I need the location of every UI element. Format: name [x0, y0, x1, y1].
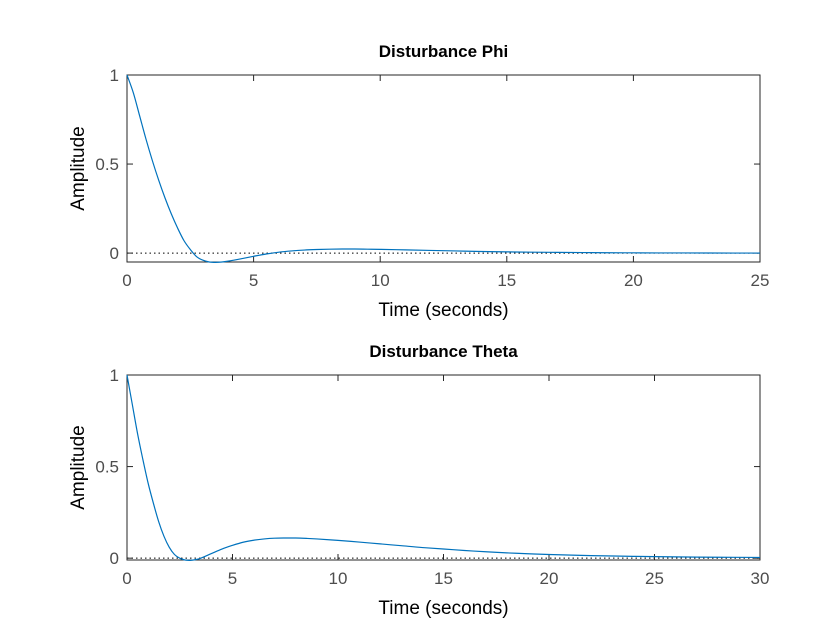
x-axis-label: Time (seconds) [378, 300, 508, 321]
subplot-1: Disturbance Phi 0 5 10 15 20 25 0 0.5 1 Time (seco… [68, 42, 769, 321]
x-tick-label: 10 [371, 271, 390, 290]
axes-frame [126, 374, 761, 561]
y-tick-label: 0.5 [95, 458, 119, 477]
y-tick-label: 1 [110, 66, 119, 85]
x-tick-label: 0 [122, 271, 131, 290]
y-tick-label: 0 [110, 549, 119, 568]
x-tick-label: 15 [497, 271, 516, 290]
x-tick-label: 10 [329, 569, 348, 588]
x-tick-label: 20 [540, 569, 559, 588]
y-tick-label: 0.5 [95, 155, 119, 174]
x-tick-label: 30 [751, 569, 770, 588]
y-tick-label: 1 [110, 366, 119, 385]
x-tick-label: 20 [624, 271, 643, 290]
y-tick-label: 0 [110, 244, 119, 263]
x-tick-label: 0 [122, 569, 131, 588]
x-tick-label: 5 [249, 271, 258, 290]
y-axis-label: Amplitude [68, 126, 89, 211]
chart-title: Disturbance Theta [369, 342, 518, 361]
x-tick-label: 15 [434, 569, 453, 588]
series-line-1 [126, 374, 761, 561]
chart-title: Disturbance Phi [379, 42, 508, 61]
y-axis-label: Amplitude [68, 425, 89, 510]
x-tick-label: 5 [228, 569, 237, 588]
x-axis-label: Time (seconds) [378, 598, 508, 619]
subplot-2: Disturbance Theta 0 5 10 15 20 25 30 0 0.5 1 Time (… [68, 342, 769, 619]
x-tick-label: 25 [751, 271, 770, 290]
series-line-1 [126, 74, 761, 263]
x-tick-label: 25 [645, 569, 664, 588]
axes-frame [126, 74, 761, 263]
